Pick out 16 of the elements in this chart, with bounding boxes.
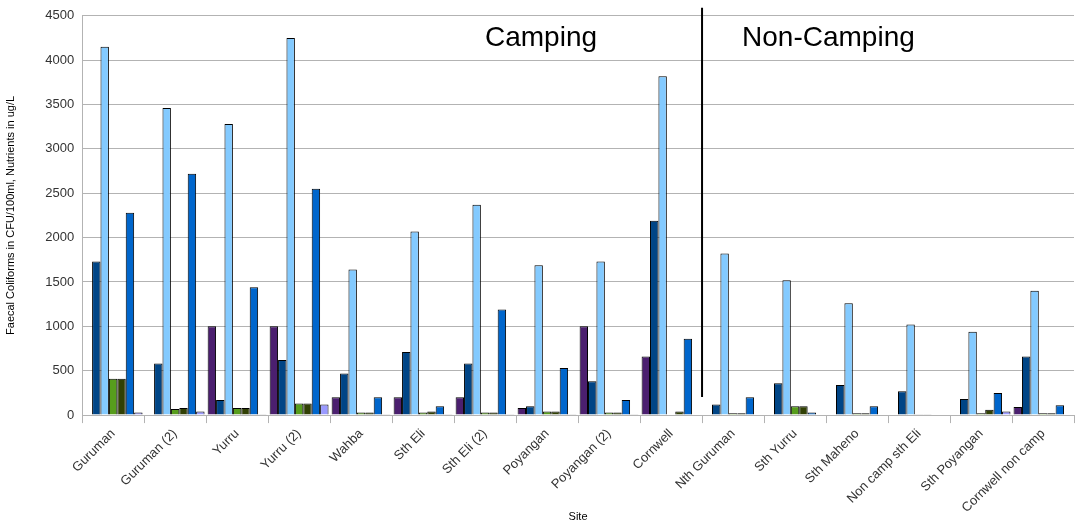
- y-tick-label: 500: [52, 362, 75, 378]
- annotation: Camping: [484, 20, 598, 52]
- y-tick-label: 1000: [45, 317, 75, 333]
- y-tick-label: 2000: [45, 229, 75, 245]
- y-tick-label: 4000: [45, 51, 75, 67]
- y-tick-label: 1500: [45, 273, 75, 289]
- y-tick-label: 3500: [45, 96, 75, 112]
- y-tick-label: 3000: [45, 140, 75, 156]
- x-axis-title: Site: [568, 510, 588, 523]
- y-axis-title: Faecal Coliforms in CFU/100ml, Nutrients in ug/L: [3, 95, 16, 335]
- y-tick-label: 2500: [45, 184, 75, 200]
- x-tick-label: Sth Eli: [390, 425, 428, 463]
- x-tick-label: Sth Eli (2): [438, 425, 490, 477]
- y-tick-label: 0: [66, 406, 75, 422]
- y-tick-label: 4500: [45, 7, 75, 23]
- annotation: Non-Camping: [742, 20, 915, 52]
